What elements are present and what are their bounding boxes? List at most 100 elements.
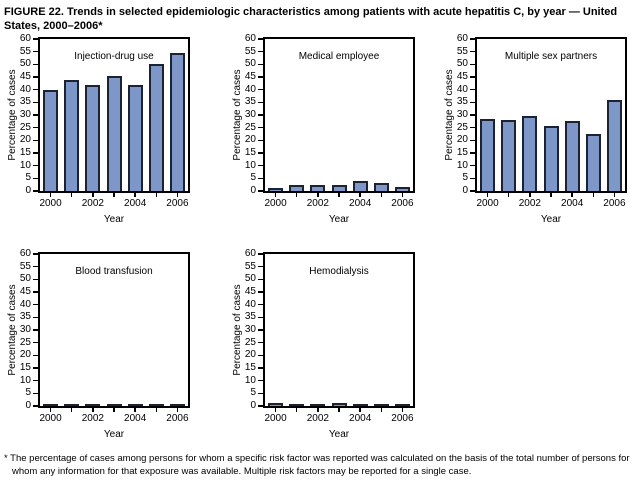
y-tick-mark bbox=[258, 316, 263, 319]
bar-2001 bbox=[64, 404, 80, 406]
x-tick-mark bbox=[70, 408, 73, 412]
y-tick-mark bbox=[33, 316, 38, 319]
y-tick-label: 55 bbox=[244, 260, 256, 272]
y-tick-mark bbox=[470, 177, 475, 180]
y-tick-label: 40 bbox=[456, 83, 468, 95]
x-tick-label: 2000 bbox=[39, 198, 62, 209]
y-tick-label: 0 bbox=[250, 400, 256, 411]
x-tick-mark bbox=[49, 193, 52, 197]
x-tick-mark bbox=[486, 193, 489, 197]
chart-title: Hemodialysis bbox=[309, 266, 369, 277]
y-tick-mark bbox=[33, 114, 38, 116]
y-tick-mark bbox=[470, 63, 475, 66]
y-tick-label: 35 bbox=[456, 96, 468, 108]
figure-footnote: * The percentage of cases among persons … bbox=[4, 453, 630, 477]
y-tick-label: 15 bbox=[244, 147, 256, 158]
y-tick-mark bbox=[470, 126, 475, 129]
y-tick-mark bbox=[33, 88, 38, 91]
x-tick-mark bbox=[49, 408, 52, 412]
y-tick-label: 5 bbox=[250, 172, 256, 184]
bar-2006 bbox=[169, 52, 185, 191]
y-tick-label: 50 bbox=[19, 58, 31, 70]
y-tick-mark bbox=[33, 76, 38, 78]
y-tick-mark bbox=[470, 139, 475, 142]
x-tick-label: 2002 bbox=[306, 413, 329, 424]
y-tick-mark bbox=[33, 177, 38, 180]
y-tick-mark bbox=[33, 253, 38, 255]
chart-title: Injection-drug use bbox=[74, 51, 154, 62]
y-tick-mark bbox=[33, 139, 38, 142]
y-tick-mark bbox=[258, 253, 263, 255]
y-tick-mark bbox=[470, 164, 475, 167]
x-axis-title: Year bbox=[328, 214, 350, 225]
y-tick-mark bbox=[33, 38, 38, 40]
x-tick-label: 2000 bbox=[39, 413, 62, 424]
y-tick-label: 25 bbox=[19, 121, 31, 133]
y-tick-mark bbox=[33, 303, 38, 306]
x-tick-mark bbox=[134, 193, 136, 197]
y-tick-label: 5 bbox=[250, 387, 256, 399]
plot-area: Multiple sex partners bbox=[475, 37, 627, 193]
y-tick-label: 25 bbox=[244, 336, 256, 348]
y-tick-label: 50 bbox=[19, 273, 31, 285]
y-tick-mark bbox=[258, 291, 263, 293]
chart-panel-medical-employee: Percentage of cases 0 5 10 15 20 25 30 35 40 45 50… bbox=[225, 30, 430, 230]
y-tick-label: 10 bbox=[244, 374, 256, 386]
chart-panel-blood-transfusion: Percentage of cases 0 5 10 15 20 25 30 35 40 45 50… bbox=[0, 245, 205, 445]
y-tick-mark bbox=[258, 88, 263, 91]
x-tick-mark bbox=[550, 193, 552, 197]
y-tick-mark bbox=[33, 291, 38, 293]
x-tick-mark bbox=[92, 408, 94, 412]
y-tick-label: 45 bbox=[19, 71, 31, 82]
y-tick-label: 5 bbox=[462, 172, 468, 184]
y-tick-mark bbox=[258, 265, 263, 268]
bar-2005 bbox=[373, 404, 389, 406]
y-tick-mark bbox=[258, 76, 263, 78]
y-tick-label: 35 bbox=[244, 311, 256, 323]
y-tick-mark bbox=[258, 392, 263, 395]
bar-2003 bbox=[106, 404, 122, 406]
y-tick-mark bbox=[258, 152, 263, 154]
y-tick-label: 45 bbox=[244, 286, 256, 297]
x-tick-label: 2004 bbox=[349, 413, 372, 424]
bar-2006 bbox=[394, 404, 410, 406]
x-tick-mark bbox=[592, 193, 595, 197]
chart-title: Medical employee bbox=[298, 51, 380, 62]
y-tick-label: 60 bbox=[19, 33, 31, 44]
y-tick-mark bbox=[33, 164, 38, 167]
y-tick-mark bbox=[470, 114, 475, 116]
y-tick-label: 55 bbox=[19, 45, 31, 57]
x-tick-mark bbox=[401, 193, 404, 197]
x-tick-mark bbox=[380, 408, 383, 412]
bar-2001 bbox=[289, 184, 305, 191]
y-tick-mark bbox=[33, 126, 38, 129]
bar-2000 bbox=[43, 89, 59, 191]
y-tick-mark bbox=[470, 152, 475, 154]
x-tick-mark bbox=[295, 193, 298, 197]
plot-area: Injection-drug use bbox=[38, 37, 190, 193]
y-tick-label: 20 bbox=[456, 134, 468, 146]
chart-panel-multiple-sex-partners: Percentage of cases 0 5 10 15 20 25 30 35 40 45 50… bbox=[437, 30, 641, 230]
x-tick-mark bbox=[571, 193, 573, 197]
y-tick-mark bbox=[258, 329, 263, 331]
x-axis-title: Year bbox=[540, 214, 562, 225]
y-tick-mark bbox=[258, 38, 263, 40]
y-tick-label: 40 bbox=[19, 298, 31, 310]
y-tick-mark bbox=[33, 278, 38, 281]
y-tick-label: 10 bbox=[19, 374, 31, 386]
x-tick-mark bbox=[380, 193, 383, 197]
y-tick-mark bbox=[33, 50, 38, 53]
bar-2002 bbox=[85, 84, 101, 191]
x-axis-title: Year bbox=[103, 214, 125, 225]
x-tick-label: 2004 bbox=[349, 198, 372, 209]
y-tick-label: 25 bbox=[19, 336, 31, 348]
bar-2003 bbox=[543, 126, 559, 191]
x-tick-label: 2002 bbox=[81, 413, 104, 424]
bar-2003 bbox=[331, 403, 347, 406]
bar-2005 bbox=[585, 134, 601, 191]
y-tick-label: 20 bbox=[244, 349, 256, 361]
x-tick-label: 2006 bbox=[603, 198, 626, 209]
y-tick-mark bbox=[258, 354, 263, 357]
y-tick-mark bbox=[33, 367, 38, 369]
y-tick-label: 30 bbox=[456, 109, 468, 120]
